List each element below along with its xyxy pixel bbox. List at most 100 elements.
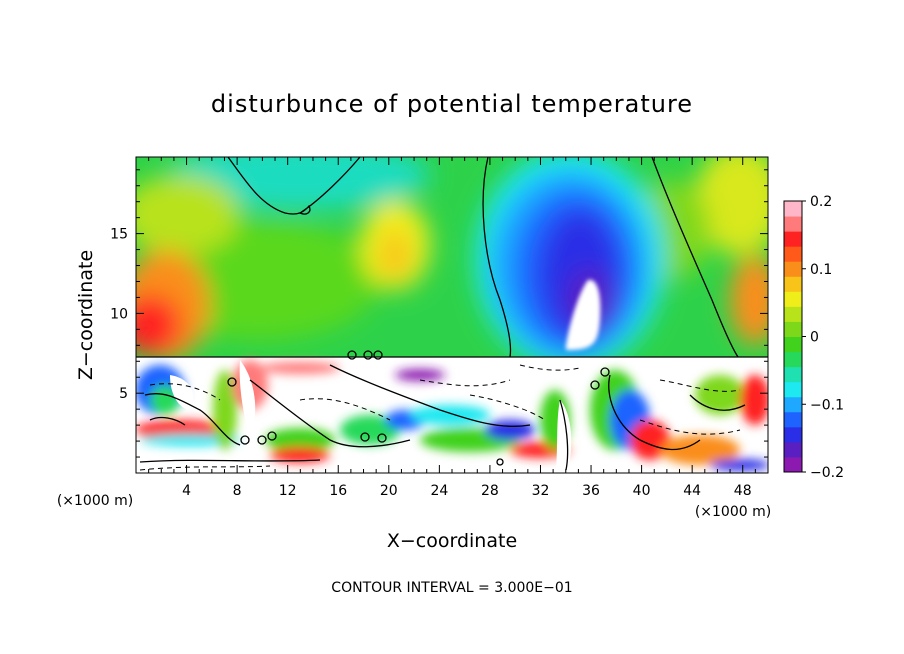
contour-lower-8 [149,416,186,426]
contour-ring-3 [267,431,277,441]
colorbar-swatch [784,201,802,217]
lower-green-blob-7 [695,375,745,415]
x-tick-label: 20 [380,483,398,499]
colorbar-swatch [784,231,802,247]
x-tick-label: 44 [683,483,701,499]
heatmap-field [136,157,768,473]
x-axis-label: X−coordinate [387,530,517,552]
contour-ring-5 [363,350,373,360]
colorbar-swatch [784,441,802,458]
contour-lower-7 [139,459,321,463]
z-tick-label: 15 [110,227,128,243]
colorbar-swatch [784,411,802,428]
z-tick-label: 10 [110,306,128,322]
colorbar-swatch [784,321,802,337]
lower-cyan-band [140,434,240,446]
x-axis-ticks: 4 8 12 16 20 24 28 32 36 40 44 48 [148,157,756,499]
upper-orange-mid [380,230,410,280]
colorbar-swatch [784,306,802,322]
dashed-contour-5 [659,379,741,392]
x-tick-label: 36 [582,483,600,499]
lower-green-left [150,385,180,415]
contour-lower-6 [689,394,746,411]
contour-lower-4 [559,399,569,471]
z-tick-label: 5 [119,386,128,402]
x-tick-label: 28 [481,483,499,499]
x-tick-label: 24 [430,483,448,499]
x-tick-label: 16 [329,483,347,499]
x-tick-label: 8 [233,483,242,499]
dashed-contour-1 [149,383,221,401]
colorbar-swatch [784,216,802,232]
lower-red-blob-2 [270,447,330,463]
x-tick-label: 48 [734,483,752,499]
contour-ring-4 [347,350,357,360]
lower-green-blob-3 [340,415,400,445]
dashed-contour-8 [519,364,581,371]
colorbar-swatch [784,276,802,292]
colorbar-tick-label: 0 [810,330,819,346]
colorbar-swatch [784,291,802,307]
dashed-contour-3 [419,379,511,387]
x-tick-label: 32 [532,483,550,499]
colorbar-swatch [784,426,802,443]
x-tick-label: 40 [633,483,651,499]
lower-purple-blob [395,369,445,381]
contour-lower-5 [608,374,701,451]
colorbar-swatch [784,381,802,398]
upper-yellow-green-left [136,175,240,255]
x-tick-label: 4 [182,483,191,499]
contour-interval-note: CONTOUR INTERVAL = 3.000E−01 [331,580,572,596]
colorbar-swatch [784,336,802,353]
lower-blue-blob-4 [710,459,768,471]
colorbar-tick-label: −0.1 [810,397,844,413]
contour-ring-1 [240,435,250,445]
y-axis-label: Z−coordinate [75,250,97,380]
contour-ring-12 [227,377,237,387]
lower-green-blob-2 [265,428,335,452]
lower-blue-blob-2 [485,420,535,440]
contour-ring-6 [373,350,383,360]
colorbar-swatch [784,456,802,473]
colorbar-swatch [784,366,802,383]
contour-ring-7 [360,432,370,442]
contour-zero-upper-right [651,157,739,358]
x-unit-label-left: (×1000 m) [57,493,133,509]
colorbar-swatch [784,261,802,277]
x-unit-label-right: (×1000 m) [695,504,771,520]
lower-white-patch-1 [239,360,256,440]
contour-ring-2 [257,435,267,445]
contour-zero-upper-mid [482,157,512,358]
dashed-contour-2 [299,398,391,421]
lower-orange-blob [660,435,740,465]
colorbar-tick-label: −0.2 [810,465,844,481]
lower-red-blob-5 [740,375,768,425]
dashed-contour-6 [639,419,741,435]
contour-ring-8 [377,433,387,443]
dashed-contour-4 [469,394,546,421]
z-axis-ticks: 5 10 15 [110,169,768,458]
upper-red-left [136,295,180,355]
contour-lines [136,157,768,471]
contour-ring-9 [496,458,504,466]
contour-zero-upper-left [227,157,361,215]
upper-white-core [566,279,601,350]
colorbar: 0.2 0.1 0 −0.1 −0.2 [783,194,844,481]
upper-yellow-right [695,157,768,255]
lower-pink-band [260,362,340,374]
colorbar-tick-label: 0.2 [810,194,832,210]
dashed-contour-lines [139,364,741,471]
chart-title: disturbunce of potential temperature [211,90,693,118]
colorbar-swatch [784,246,802,262]
lower-green-blob-1 [213,370,237,450]
contour-lower-3 [329,364,531,427]
upper-cyan-left [170,157,430,210]
upper-orange-right [730,255,768,345]
contour-lower-1 [144,393,241,446]
colorbar-swatch [784,351,802,368]
contour-lower-2 [249,379,411,448]
colorbar-swatch [784,396,802,413]
contour-ring-10 [590,380,600,390]
lower-white-patch-2 [170,375,194,410]
